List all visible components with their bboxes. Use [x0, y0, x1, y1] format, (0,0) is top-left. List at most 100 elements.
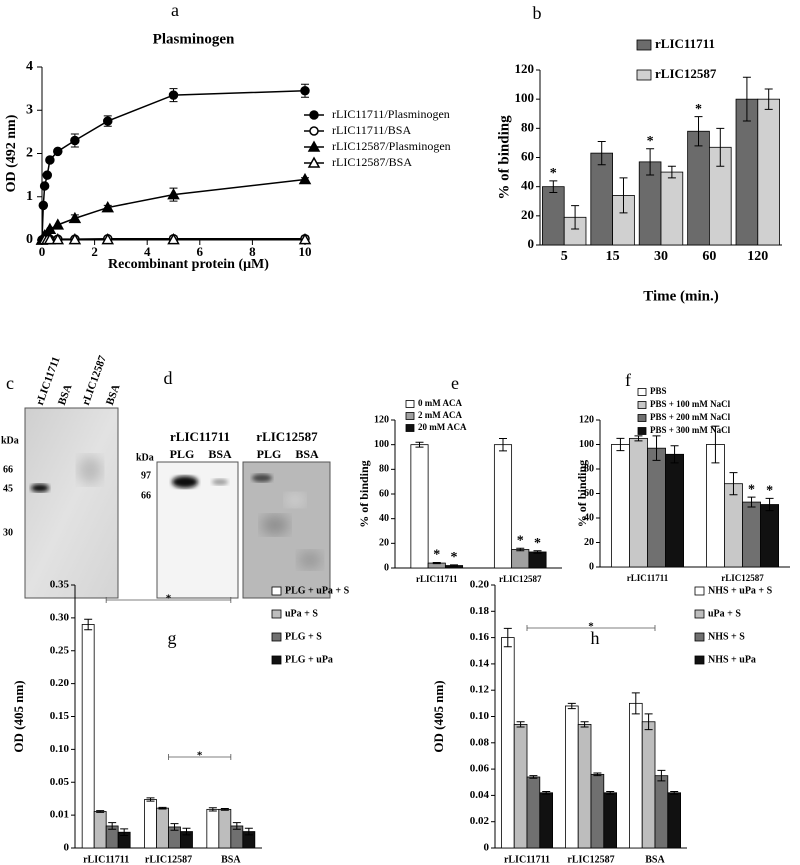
- series-line: [41, 90, 306, 241]
- significance-star: *: [588, 621, 594, 633]
- error-bar: [729, 472, 738, 496]
- y-tick-label: 0: [384, 562, 389, 573]
- y-tick-label: 100: [515, 90, 535, 105]
- data-point: [39, 181, 50, 191]
- error-bar: [516, 547, 525, 552]
- legend-swatch: [271, 632, 282, 642]
- y-tick-label: 0.08: [470, 736, 490, 748]
- legend-label: rLIC12587: [655, 66, 717, 81]
- blot-membrane: [156, 461, 239, 599]
- error-bar: [450, 564, 459, 567]
- y-tick-label: 0: [26, 232, 33, 247]
- blot-smear: [78, 456, 102, 484]
- significance-bracket: [168, 754, 232, 760]
- error-bar: [182, 827, 191, 836]
- x-tick-label: 120: [747, 249, 768, 264]
- unit-label: kDa: [136, 452, 154, 463]
- y-tick-label: 0.18: [470, 605, 490, 617]
- x-tick-label: 8: [249, 244, 256, 259]
- bar: [603, 792, 617, 849]
- bar: [542, 186, 565, 246]
- x-tick-label: BSA: [645, 854, 665, 865]
- error-bar: [694, 116, 703, 147]
- y-tick-label: 0: [528, 236, 535, 251]
- y-tick-label: 0.14: [470, 657, 490, 669]
- x-tick-label: rLIC11711: [416, 574, 458, 584]
- significance-star: *: [197, 750, 203, 762]
- mw-marker: 30: [3, 527, 13, 538]
- error-bar: [764, 88, 773, 110]
- error-bar: [593, 772, 602, 777]
- blot-spot: [298, 551, 322, 569]
- y-tick-label: 120: [579, 414, 594, 425]
- legend-label: rLIC11711: [655, 36, 715, 51]
- error-bar: [244, 827, 253, 836]
- legend-label: 2 mM ACA: [418, 410, 462, 420]
- legend-swatch: [637, 427, 647, 435]
- error-bar: [208, 807, 217, 812]
- lane-label: BSA: [208, 447, 232, 461]
- y-axis-label: OD (492 nm): [4, 114, 19, 192]
- y-tick-label: 20: [379, 538, 389, 549]
- bar: [528, 551, 547, 569]
- y-tick-label: 2: [26, 146, 33, 161]
- bar: [629, 437, 648, 568]
- x-tick-label: rLIC11711: [83, 854, 129, 865]
- legend-label: 20 mM ACA: [418, 422, 467, 432]
- significance-bracket: [526, 625, 656, 631]
- group-label: rLIC12587: [256, 429, 318, 444]
- error-bar: [670, 790, 679, 795]
- legend-label: PBS + 200 mM NaCl: [650, 412, 731, 422]
- legend-swatch: [405, 424, 415, 432]
- data-point: [298, 233, 312, 245]
- unit-label: kDa: [1, 435, 19, 446]
- error-bar: [542, 790, 551, 795]
- y-tick-label: 0.05: [50, 776, 70, 788]
- blot-band: [172, 476, 198, 488]
- x-tick-label: 5: [561, 249, 568, 264]
- error-bar: [516, 721, 525, 728]
- legend-swatch: [636, 69, 652, 81]
- y-tick-label: 0.16: [470, 631, 490, 643]
- legend-swatch: [694, 655, 705, 665]
- legend-label: rLIC12587/Plasminogen: [332, 139, 451, 153]
- y-tick-label: 0.25: [50, 644, 70, 656]
- y-tick-label: 80: [521, 119, 534, 134]
- y-tick-label: 1: [26, 189, 33, 204]
- legend-label: PBS + 300 mM NaCl: [650, 425, 731, 435]
- error-bar: [644, 713, 653, 731]
- data-point: [101, 233, 115, 245]
- error-bar: [616, 437, 625, 452]
- y-tick-label: 80: [379, 464, 389, 475]
- legend-swatch: [637, 388, 647, 396]
- error-bar: [747, 496, 756, 508]
- blot-band: [212, 479, 228, 485]
- bar: [647, 447, 666, 568]
- y-tick-label: 40: [379, 513, 389, 524]
- y-axis-label: OD (405 nm): [431, 680, 446, 752]
- data-point: [300, 86, 310, 96]
- x-axis-label: Time (min.): [643, 288, 719, 304]
- legend-label: rLIC12587/BSA: [332, 155, 412, 169]
- y-tick-label: 0.10: [50, 743, 70, 755]
- y-axis-label: % of binding: [357, 460, 371, 527]
- group-label: rLIC11711: [170, 429, 230, 444]
- data-point: [45, 155, 55, 165]
- panel-letter: g: [168, 628, 177, 648]
- panel-letter: c: [6, 373, 14, 393]
- bar: [665, 453, 684, 568]
- bar: [565, 705, 579, 849]
- data-point: [70, 135, 80, 146]
- bar: [687, 130, 710, 246]
- error-bar: [96, 810, 105, 813]
- x-tick-label: rLIC11711: [504, 854, 550, 865]
- error-bar: [415, 441, 424, 448]
- data-point: [43, 233, 57, 245]
- legend-swatch: [405, 412, 415, 420]
- significance-star: *: [647, 134, 654, 149]
- error-bar: [549, 180, 558, 193]
- error-bar: [619, 177, 628, 214]
- legend-marker: [309, 126, 319, 136]
- data-point: [38, 200, 49, 211]
